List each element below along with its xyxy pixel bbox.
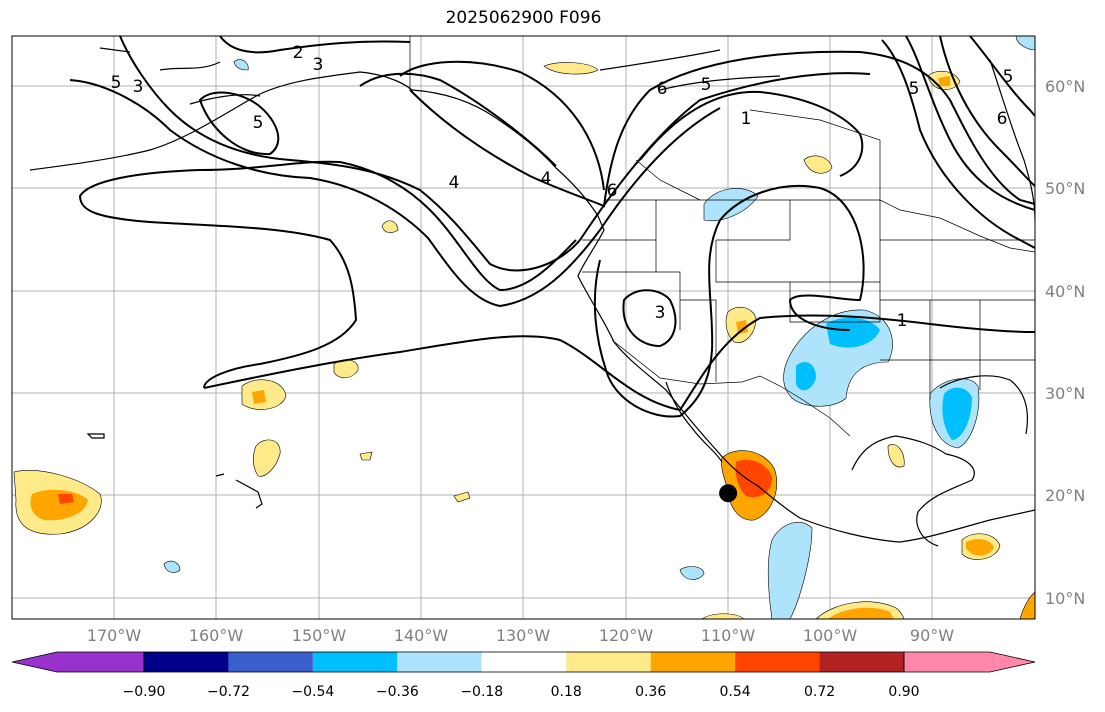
colorbar-frame — [143, 651, 905, 673]
colorbar-cell — [312, 652, 398, 672]
lon-label-120w: 120°W — [598, 626, 654, 645]
colorbar-tick-label: 0.36 — [635, 684, 667, 700]
colorbar-cell — [650, 652, 736, 672]
lat-label-30n: 30°N — [1045, 384, 1086, 403]
contour-label: 2 — [293, 43, 304, 63]
contour-label: 1 — [741, 109, 752, 129]
colorbar-cell — [903, 651, 1036, 673]
grid-lines — [12, 36, 1035, 619]
contour-label: 4 — [449, 173, 460, 193]
colorbar-tick-label: −0.54 — [291, 684, 335, 700]
colorbar-tick-label: 0.54 — [719, 684, 751, 700]
colorbar-tick-label: 0.18 — [550, 684, 582, 700]
colorbar-cell — [228, 652, 313, 672]
colorbar-cell — [481, 652, 567, 672]
lon-label-140w: 140°W — [393, 626, 449, 645]
lon-label-160w: 160°W — [188, 626, 244, 645]
contour-label: 5 — [909, 79, 920, 99]
negative-anomaly-shading — [163, 36, 1035, 619]
colorbar-tick-label: 0.90 — [888, 684, 920, 700]
contour-label: 4 — [541, 169, 552, 189]
contour-label: 6 — [657, 79, 668, 99]
contour-label: 6 — [997, 109, 1008, 129]
contour-label: 3 — [655, 303, 666, 323]
colorbar-tick-label: −0.72 — [206, 684, 250, 700]
lat-label-50n: 50°N — [1045, 179, 1086, 198]
contour-label: 5 — [253, 113, 264, 133]
map-title: 2025062900 F096 — [445, 8, 602, 28]
map-plot: 2 3 3 5 5 6 5 1 4 4 6 5 3 1 5 6 — [11, 35, 1036, 620]
lat-label-60n: 60°N — [1045, 77, 1086, 96]
lon-label-110w: 110°W — [700, 626, 756, 645]
contour-label: 5 — [1003, 67, 1014, 87]
lon-label-90w: 90°W — [909, 626, 955, 645]
colorbar-tick-label: 0.72 — [803, 684, 836, 700]
contour-label: 3 — [133, 77, 144, 97]
colorbar-cell — [819, 652, 904, 672]
lat-label-10n: 10°N — [1045, 589, 1086, 608]
lon-label-130w: 130°W — [495, 626, 551, 645]
height-contours — [69, 36, 1035, 418]
contour-labels: 2 3 3 5 5 6 5 1 4 4 6 5 3 1 5 6 — [111, 43, 1014, 331]
colorbar-cell — [566, 652, 651, 672]
contour-label: 1 — [897, 311, 908, 331]
lon-label-150w: 150°W — [291, 626, 347, 645]
contour-label: 3 — [313, 55, 324, 75]
map-frame — [11, 35, 1036, 620]
contour-label: 5 — [111, 73, 122, 93]
colorbar-tick-label: −0.36 — [375, 684, 419, 700]
colorbar-tick-label: −0.90 — [122, 684, 166, 700]
colorbar-tick-label: −0.18 — [460, 684, 504, 700]
colorbar-cell — [397, 652, 482, 672]
colorbar — [11, 651, 1036, 673]
lat-label-20n: 20°N — [1045, 486, 1086, 505]
colorbar-cell — [735, 652, 820, 672]
contour-label: 6 — [607, 181, 618, 201]
location-marker — [719, 484, 738, 503]
lat-label-40n: 40°N — [1045, 282, 1086, 301]
lon-label-100w: 100°W — [802, 626, 858, 645]
colorbar-cell — [144, 652, 229, 672]
lon-label-170w: 170°W — [86, 626, 142, 645]
contour-label: 5 — [701, 75, 712, 95]
colorbar-cell — [11, 651, 145, 673]
positive-anomaly-shading — [13, 62, 1035, 619]
